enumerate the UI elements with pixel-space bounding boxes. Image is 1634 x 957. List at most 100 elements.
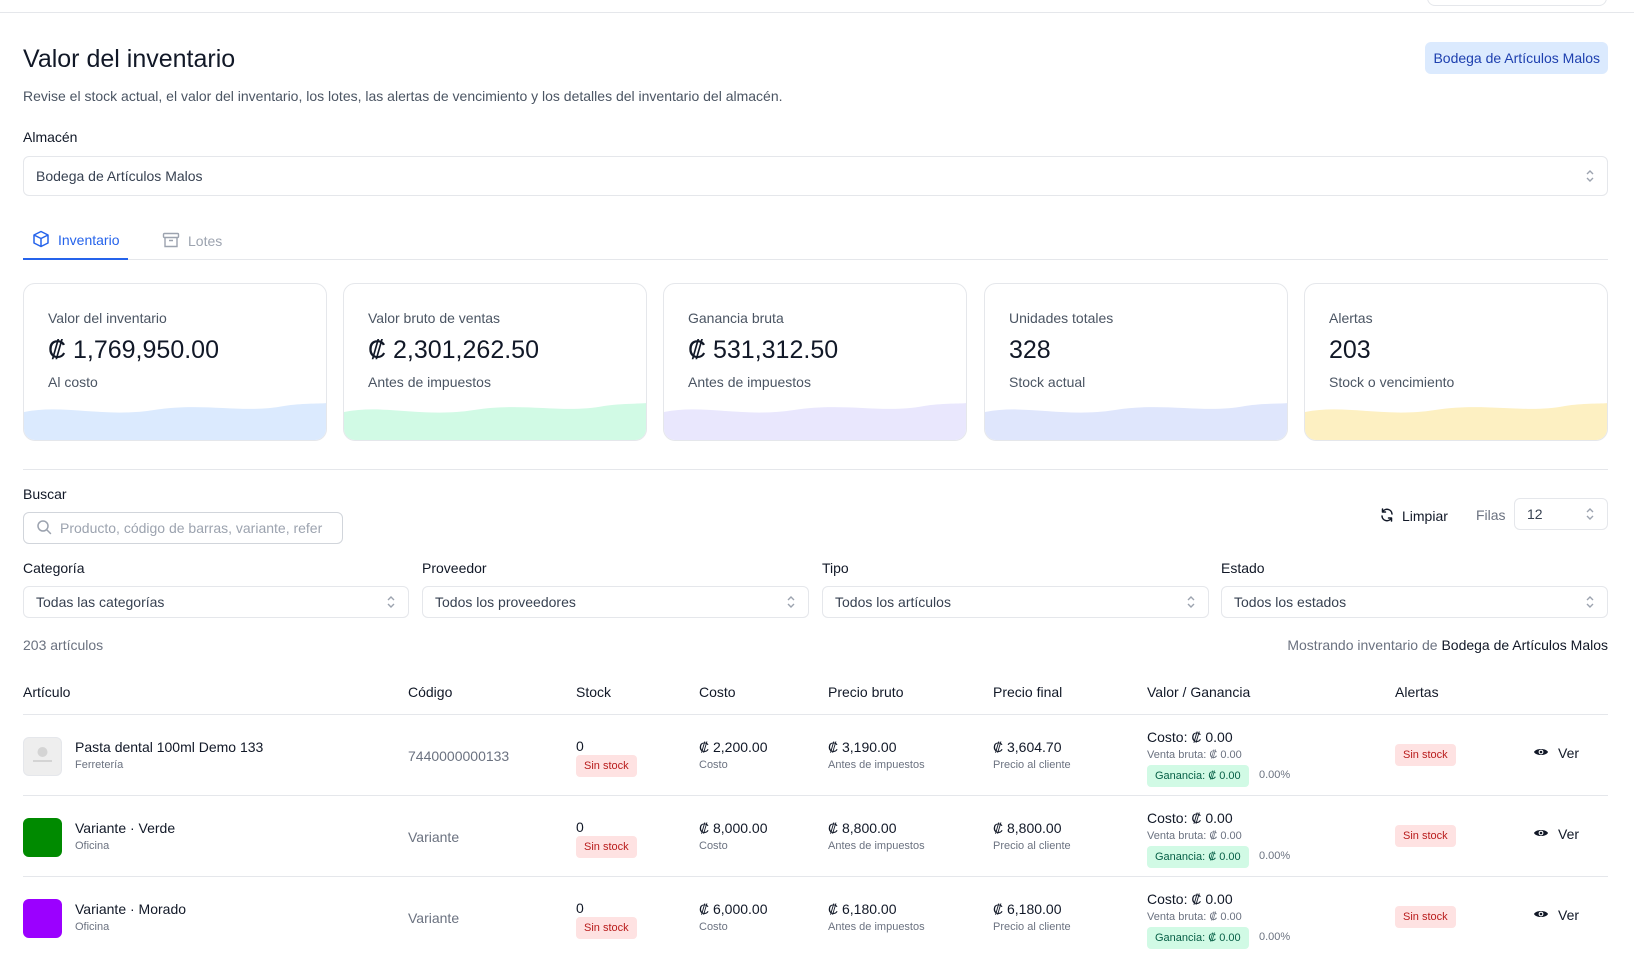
top-control[interactable] <box>1427 0 1607 6</box>
tab-inventario[interactable]: Inventario <box>23 222 129 260</box>
value-gross-sales: Venta bruta: ₡ 0.00 <box>1147 911 1242 923</box>
clear-button-label: Limpiar <box>1402 508 1448 524</box>
archive-icon <box>162 231 180 252</box>
kpi-label: Unidades totales <box>1009 310 1114 326</box>
kpi-value: 328 <box>1009 336 1051 364</box>
filter-status-value: Todos los estados <box>1234 594 1347 610</box>
filter-type-select[interactable]: Todos los artículos <box>822 586 1209 618</box>
profit-percent: 0.00% <box>1259 931 1291 943</box>
kpi-card-gross-profit: Ganancia bruta ₡ 531,312.50 Antes de imp… <box>663 283 967 441</box>
view-button[interactable]: Ver <box>1533 745 1579 761</box>
kpi-label: Alertas <box>1329 310 1373 326</box>
kpi-card-total-units: Unidades totales 328 Stock actual <box>984 283 1288 441</box>
chevron-updown-icon <box>786 595 796 609</box>
table-header: Artículo Código Stock Costo Precio bruto… <box>23 670 1608 715</box>
final-price-sub: Precio al cliente <box>993 840 1071 852</box>
rows-per-page-select[interactable]: 12 <box>1514 498 1608 530</box>
tab-lotes[interactable]: Lotes <box>153 222 231 260</box>
kpi-sub: Antes de impuestos <box>368 374 491 390</box>
final-price-sub: Precio al cliente <box>993 759 1071 771</box>
column-header: Costo <box>699 684 736 700</box>
stock-badge: Sin stock <box>576 917 637 939</box>
view-button[interactable]: Ver <box>1533 826 1579 842</box>
filter-status-label: Estado <box>1221 560 1265 576</box>
filter-category-label: Categoría <box>23 560 85 576</box>
table-row[interactable]: Variante · Verde Oficina Variante 0 Sin … <box>23 796 1608 877</box>
kpi-card-alerts: Alertas 203 Stock o vencimiento <box>1304 283 1608 441</box>
kpi-label: Ganancia bruta <box>688 310 784 326</box>
alert-badge: Sin stock <box>1395 906 1456 928</box>
view-button-label: Ver <box>1558 826 1580 842</box>
cost-value: ₡ 8,000.00 <box>699 820 768 836</box>
search-label: Buscar <box>23 486 67 502</box>
warehouse-select[interactable]: Bodega de Artículos Malos <box>23 156 1608 196</box>
eye-icon <box>1533 907 1549 923</box>
table-row[interactable]: Variante · Morado Oficina Variante 0 Sin… <box>23 877 1608 957</box>
top-divider <box>0 12 1634 13</box>
column-header: Valor / Ganancia <box>1147 684 1251 700</box>
product-category: Oficina <box>75 840 110 852</box>
gross-price-sub: Antes de impuestos <box>828 840 925 852</box>
filter-status-select[interactable]: Todos los estados <box>1221 586 1608 618</box>
column-header: Código <box>408 684 453 700</box>
showing-warehouse: Bodega de Artículos Malos <box>1441 637 1608 653</box>
rows-per-page-value: 12 <box>1527 506 1543 522</box>
view-button-label: Ver <box>1558 907 1580 923</box>
warehouse-label: Almacén <box>23 129 78 145</box>
kpi-cards: Valor del inventario ₡ 1,769,950.00 Al c… <box>23 283 1608 441</box>
product-code: 7440000000133 <box>408 748 510 764</box>
product-thumbnail <box>23 737 62 776</box>
kpi-label: Valor del inventario <box>48 310 167 326</box>
kpi-value: ₡ 1,769,950.00 <box>48 336 219 364</box>
product-category: Oficina <box>75 921 110 933</box>
kpi-label: Valor bruto de ventas <box>368 310 501 326</box>
kpi-wave <box>24 403 326 440</box>
kpi-sub: Stock o vencimiento <box>1329 374 1455 390</box>
profit-percent: 0.00% <box>1259 850 1291 862</box>
product-category: Ferretería <box>75 759 124 771</box>
view-button[interactable]: Ver <box>1533 907 1579 923</box>
filter-category-select[interactable]: Todas las categorías <box>23 586 409 618</box>
item-count: 203 artículos <box>23 637 104 653</box>
chevron-updown-icon <box>386 595 396 609</box>
filter-supplier-label: Proveedor <box>422 560 487 576</box>
stock-count: 0 <box>576 738 584 754</box>
stock-count: 0 <box>576 819 584 835</box>
warehouse-badge: Bodega de Artículos Malos <box>1425 42 1608 74</box>
value-gross-sales: Venta bruta: ₡ 0.00 <box>1147 830 1242 842</box>
value-cost: Costo: ₡ 0.00 <box>1147 810 1233 826</box>
kpi-wave <box>344 403 646 440</box>
kpi-value: ₡ 2,301,262.50 <box>368 336 539 364</box>
filter-supplier-select[interactable]: Todos los proveedores <box>422 586 809 618</box>
final-price: ₡ 3,604.70 <box>993 739 1062 755</box>
clear-button[interactable]: Limpiar <box>1380 504 1448 528</box>
tab-lotes-label: Lotes <box>188 233 223 249</box>
profit-badge: Ganancia: ₡ 0.00 <box>1147 927 1249 949</box>
showing-prefix: Mostrando inventario de <box>1287 637 1438 653</box>
final-price: ₡ 6,180.00 <box>993 901 1062 917</box>
kpi-sub: Antes de impuestos <box>688 374 811 390</box>
column-header: Precio final <box>993 684 1063 700</box>
gross-price: ₡ 3,190.00 <box>828 739 897 755</box>
stock-count: 0 <box>576 900 584 916</box>
final-price-sub: Precio al cliente <box>993 921 1071 933</box>
chevron-updown-icon <box>1585 595 1595 609</box>
cost-value: ₡ 6,000.00 <box>699 901 768 917</box>
eye-icon <box>1533 745 1549 761</box>
table-row[interactable]: Pasta dental 100ml Demo 133 Ferretería 7… <box>23 715 1608 796</box>
kpi-wave <box>664 403 966 440</box>
search-input[interactable] <box>60 520 330 536</box>
gross-price-sub: Antes de impuestos <box>828 759 925 771</box>
kpi-wave <box>985 403 1287 440</box>
gross-price-sub: Antes de impuestos <box>828 921 925 933</box>
filter-supplier-value: Todos los proveedores <box>435 594 576 610</box>
filter-type-label: Tipo <box>822 560 849 576</box>
search-icon <box>36 519 52 538</box>
stock-badge: Sin stock <box>576 755 637 777</box>
profit-badge: Ganancia: ₡ 0.00 <box>1147 765 1249 787</box>
value-cost: Costo: ₡ 0.00 <box>1147 891 1233 907</box>
product-name: Variante · Verde <box>75 820 176 836</box>
kpi-value: ₡ 531,312.50 <box>688 336 839 364</box>
variant-color-swatch <box>23 818 62 857</box>
chevron-updown-icon <box>1585 169 1595 183</box>
